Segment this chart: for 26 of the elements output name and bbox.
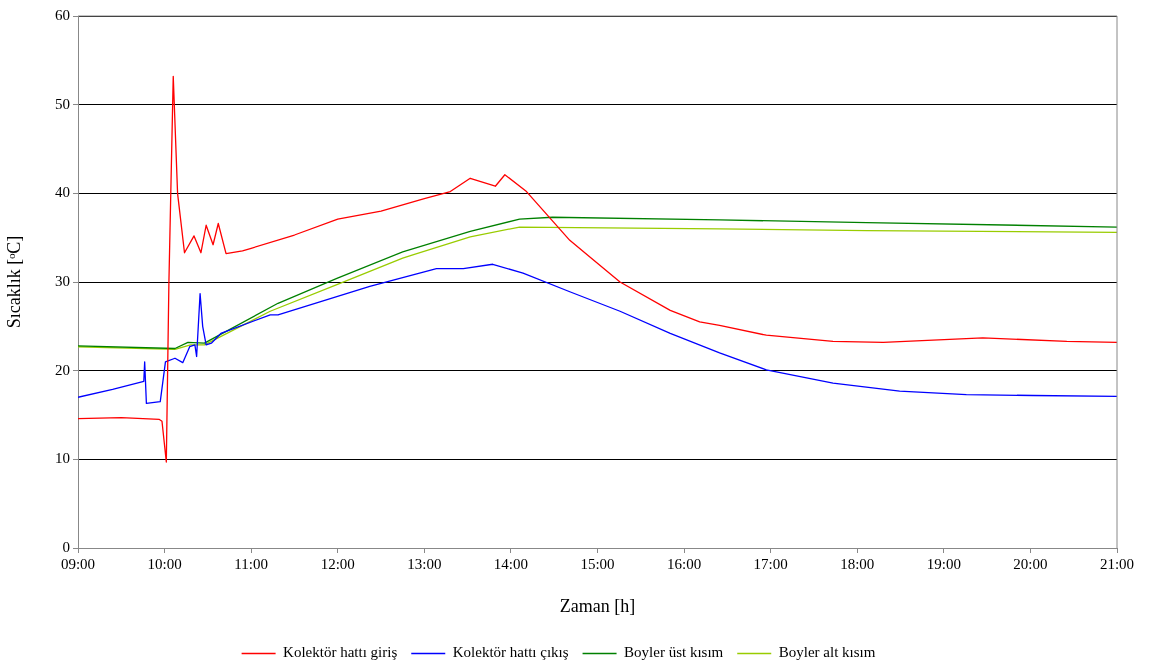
x-tick-label: 09:00 xyxy=(60,555,96,572)
x-tick-label: 20:00 xyxy=(1013,555,1048,572)
x-tick-label: 11:00 xyxy=(234,555,268,572)
legend-label: Kolektör hattı çıkış xyxy=(452,644,569,661)
legend-label: Boyler üst kısım xyxy=(624,644,724,661)
x-tick-label: 13:00 xyxy=(407,555,442,572)
legend-label: Kolektör hattı giriş xyxy=(283,644,398,661)
y-tick-label: 50 xyxy=(55,95,70,112)
x-tick-label: 18:00 xyxy=(840,555,875,572)
y-tick-label: 60 xyxy=(55,6,70,23)
legend-label: Boyler alt kısım xyxy=(778,644,876,661)
x-axis-title: Zaman [h] xyxy=(559,595,636,616)
y-tick-label: 30 xyxy=(55,272,70,289)
x-tick-label: 17:00 xyxy=(753,555,788,572)
y-tick-label: 10 xyxy=(55,450,70,467)
x-tick-label: 21:00 xyxy=(1099,555,1135,572)
x-tick-label: 15:00 xyxy=(580,555,615,572)
y-tick-label: 0 xyxy=(62,538,70,555)
x-tick-label: 14:00 xyxy=(493,555,528,572)
y-axis-title: Sıcaklık [ᵒC] xyxy=(3,235,24,329)
x-tick-label: 16:00 xyxy=(667,555,702,572)
x-tick-label: 12:00 xyxy=(320,555,355,572)
x-tick-label: 19:00 xyxy=(926,555,961,572)
y-tick-label: 20 xyxy=(55,361,70,378)
x-tick-label: 10:00 xyxy=(147,555,182,572)
y-tick-label: 40 xyxy=(55,184,70,201)
